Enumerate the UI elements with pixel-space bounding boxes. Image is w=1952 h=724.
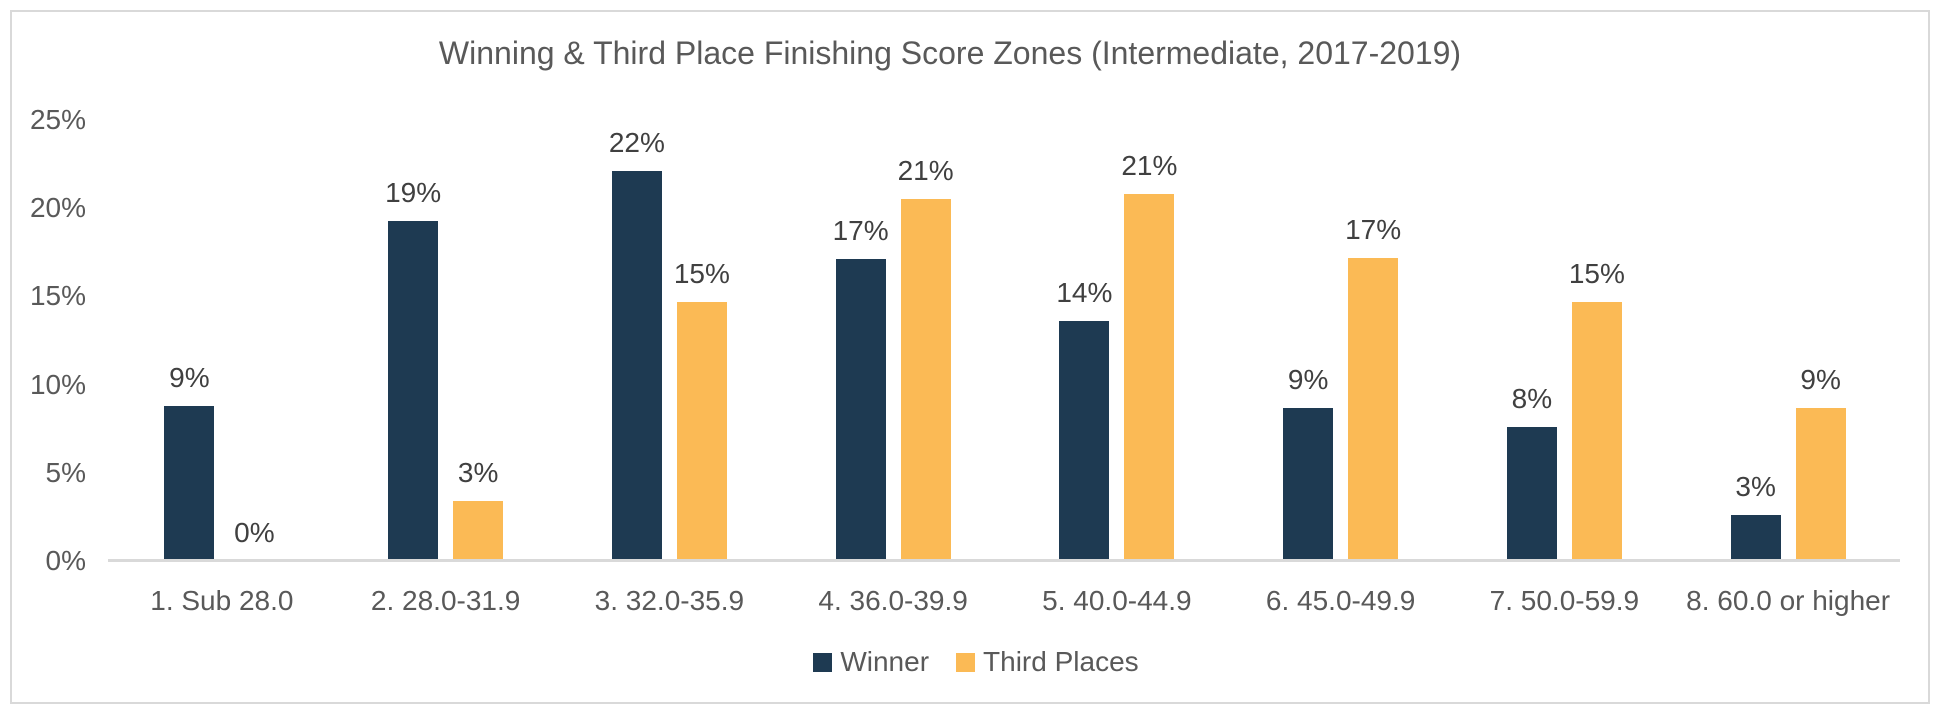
x-axis-line <box>108 559 1900 562</box>
bar-winner-3 <box>611 171 662 561</box>
y-axis-tick-20: 20% <box>29 192 86 224</box>
data-label-third-places-6: 17% <box>1345 213 1402 245</box>
data-label-third-places-1: 0% <box>234 517 275 548</box>
y-axis-tick-0: 0% <box>45 545 86 576</box>
y-axis-tick-25: 25% <box>29 104 86 135</box>
x-axis-label-8: 8. 60.0 or higher <box>1686 585 1891 616</box>
y-axis: 0% 5% 10% 15% 20% 25% <box>20 104 86 576</box>
bar-third-places-6 <box>1348 257 1399 561</box>
data-label-winner-3: 22% <box>608 127 665 159</box>
data-label-winner-4: 17% <box>832 215 889 247</box>
legend-swatch-winner <box>813 652 833 672</box>
chart-frame-border <box>10 10 1930 704</box>
data-label-third-places-3: 15% <box>673 257 730 289</box>
legend-label-third-places: Third Places <box>983 646 1139 677</box>
legend-label-winner: Winner <box>840 646 930 677</box>
legend-item-winner: Winner <box>813 646 929 678</box>
data-label-third-places-8: 9% <box>1800 363 1841 395</box>
bar-winner-8 <box>1730 515 1781 561</box>
data-label-third-places-5: 21% <box>1121 150 1178 182</box>
plot-area: 9% 0% 19% 3% 22% 15% 17% 21% 14% 21% 9% 17% 8% 15% 3% 9… <box>110 120 1900 561</box>
bar-winner-5 <box>1059 321 1110 561</box>
bar-third-places-8 <box>1795 407 1846 561</box>
bar-winner-7 <box>1506 426 1557 561</box>
x-axis: 1. Sub 28.0 2. 28.0-31.9 3. 32.0-35.9 4. 36… <box>110 584 1900 622</box>
data-label-third-places-2: 3% <box>457 457 499 489</box>
y-axis-tick-5: 5% <box>45 456 86 488</box>
data-label-winner-7: 8% <box>1511 382 1553 414</box>
x-axis-label-1: 1. Sub 28.0 <box>150 585 294 616</box>
x-axis-label-4: 4. 36.0-39.9 <box>818 585 968 616</box>
data-label-third-places-7: 15% <box>1568 257 1625 289</box>
data-label-winner-5: 14% <box>1056 277 1113 309</box>
bar-third-places-5 <box>1124 194 1175 561</box>
chart-title: Winning & Third Place Finishing Score Zo… <box>438 35 1462 71</box>
bar-third-places-7 <box>1571 301 1622 561</box>
data-label-winner-6: 9% <box>1287 363 1329 395</box>
data-label-winner-1: 9% <box>169 361 210 393</box>
bar-winner-2 <box>388 220 439 561</box>
legend: Winner Third Places <box>0 646 1952 678</box>
y-axis-tick-15: 15% <box>29 280 86 312</box>
x-axis-label-6: 6. 45.0-49.9 <box>1265 585 1416 616</box>
bar-winner-1 <box>164 405 215 561</box>
bar-winner-6 <box>1283 407 1334 561</box>
x-axis-label-3: 3. 32.0-35.9 <box>594 585 745 616</box>
data-label-third-places-4: 21% <box>897 155 954 187</box>
y-axis-tick-10: 10% <box>29 368 86 400</box>
legend-swatch-third-places <box>956 652 976 672</box>
data-label-winner-2: 19% <box>385 176 442 208</box>
bar-third-places-2 <box>453 501 504 561</box>
bar-winner-4 <box>835 259 886 561</box>
x-axis-label-7: 7. 50.0-59.9 <box>1489 585 1640 616</box>
x-axis-label-2: 2. 28.0-31.9 <box>370 585 521 616</box>
bar-third-places-3 <box>676 301 727 561</box>
x-axis-label-5: 5. 40.0-44.9 <box>1042 585 1192 616</box>
bar-third-places-4 <box>900 199 951 561</box>
data-label-winner-8: 3% <box>1735 471 1776 503</box>
legend-item-third-places: Third Places <box>956 646 1139 678</box>
